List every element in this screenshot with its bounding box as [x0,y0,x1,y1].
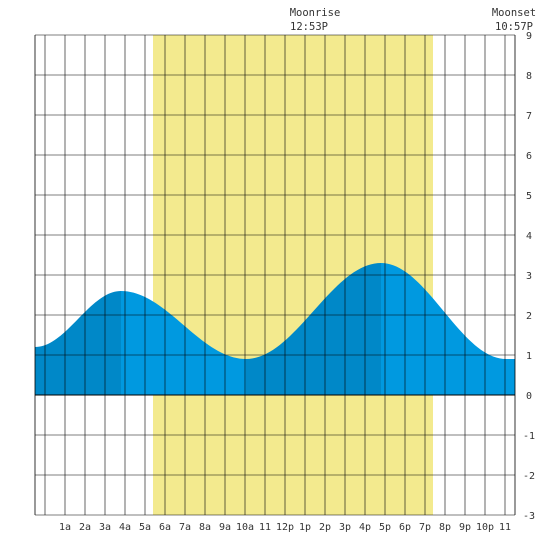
y-tick-label: 1 [526,351,532,362]
y-tick-label: -1 [523,431,535,442]
moonrise-time: 12:53P [290,21,328,33]
x-tick-label: 7a [179,522,191,533]
x-tick-label: 3p [339,522,351,533]
tide-falling-segment [381,263,506,395]
y-tick-label: 6 [526,151,532,162]
x-tick-label: 4a [119,522,131,533]
y-tick-label: 2 [526,311,532,322]
x-tick-label: 7p [419,522,431,533]
x-axis-labels: 1a 2a 3a 4a 5a 6a 7a 8a 9a 10a 11 12p 1p 2p 3p 4p 5p 6p 7p… [59,522,511,533]
x-tick-label: 6a [159,522,171,533]
y-tick-label: -2 [523,471,535,482]
x-tick-label: 8a [199,522,211,533]
y-tick-label: 0 [526,391,532,402]
y-tick-label: 4 [526,231,532,242]
grid [34,34,516,516]
tide-falling-segment [121,291,246,395]
x-tick-label: 5p [379,522,391,533]
x-tick-label: 10p [476,522,494,533]
x-tick-label: 11 [259,522,271,533]
moonset-label: Moonset [492,7,536,19]
y-axis-labels: -3 -2 -1 0 1 2 3 4 5 6 7 8 9 [523,31,535,522]
x-tick-label: 5a [139,522,151,533]
moonrise-label: Moonrise [290,7,341,19]
tide-rising-segment [35,291,121,395]
x-tick-label: 11 [499,522,511,533]
y-tick-label: -3 [523,511,535,522]
tide-rising-segment [246,263,381,395]
tide-area [35,263,515,395]
y-tick-label: 5 [526,191,532,202]
x-tick-label: 2a [79,522,91,533]
x-tick-label: 9p [459,522,471,533]
x-tick-label: 1a [59,522,71,533]
x-tick-label: 1p [299,522,311,533]
x-tick-label: 3a [99,522,111,533]
x-tick-label: 8p [439,522,451,533]
tide-falling-segment [506,359,515,395]
x-tick-label: 9a [219,522,231,533]
x-tick-label: 6p [399,522,411,533]
y-tick-label: 8 [526,71,532,82]
y-tick-label: 3 [526,271,532,282]
x-tick-label: 12p [276,522,294,533]
moonset-time: 10:57P [495,21,533,33]
x-tick-label: 4p [359,522,371,533]
y-tick-label: 9 [526,31,532,42]
y-tick-label: 7 [526,111,532,122]
x-tick-label: 2p [319,522,331,533]
x-tick-label: 10a [236,522,254,533]
